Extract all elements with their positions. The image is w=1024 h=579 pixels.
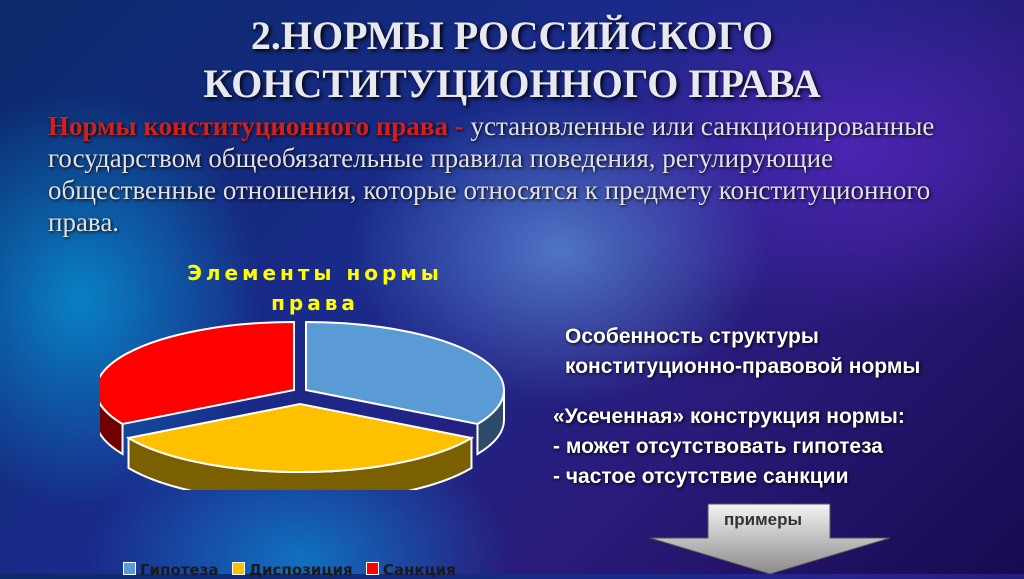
list-item: - частое отсутствие санкции — [553, 465, 849, 488]
legend-label: Диспозиция — [248, 561, 353, 579]
features-heading-line-1: Особенность структуры — [565, 325, 819, 348]
legend-label: Гипотеза — [140, 561, 219, 579]
down-arrow-icon — [649, 503, 891, 574]
list-item: - может отсутствовать гипотеза — [553, 435, 883, 458]
legend-swatch-sankciya — [365, 562, 379, 575]
examples-button[interactable] — [640, 500, 900, 574]
chart-title-line-1: Элементы нормы — [187, 261, 443, 285]
legend-swatch-gipoteza — [123, 562, 136, 575]
chart-title-line-2: права — [271, 291, 359, 315]
features-heading-line-2: конституционно-правовой нормы — [565, 355, 921, 378]
definition-text: установленные или санкционированные госу… — [48, 111, 935, 237]
definition: Нормы конституционного права - установле… — [48, 110, 988, 238]
examples-button-label[interactable]: примеры — [723, 510, 803, 529]
chart-legend: Гипотеза Диспозиция Санкция — [115, 561, 456, 579]
slide-title: 2.НОРМЫ РОССИЙСКОГО КОНСТИТУЦИОННОГО ПРА… — [0, 12, 1024, 108]
legend-swatch-dispoziciya — [231, 562, 245, 575]
features-list: «Усеченная» конструкция нормы: - может о… — [553, 402, 905, 492]
pie-chart — [100, 320, 505, 490]
pie-slice-Диспозиция — [125, 402, 475, 473]
title-line-1: 2.НОРМЫ РОССИЙСКОГО — [250, 13, 774, 58]
chart-title: Элементы нормы права — [150, 258, 480, 318]
features-heading: Особенность структуры конституционно-пра… — [565, 322, 920, 382]
pie-slice-Санкция — [100, 320, 295, 426]
pie-slice-Гипотеза — [305, 320, 505, 426]
features-subheading: «Усеченная» конструкция нормы: — [553, 405, 905, 428]
title-line-2: КОНСТИТУЦИОННОГО ПРАВА — [203, 61, 821, 106]
definition-term: Нормы конституционного права - — [48, 111, 471, 141]
legend-label: Санкция — [382, 561, 456, 579]
